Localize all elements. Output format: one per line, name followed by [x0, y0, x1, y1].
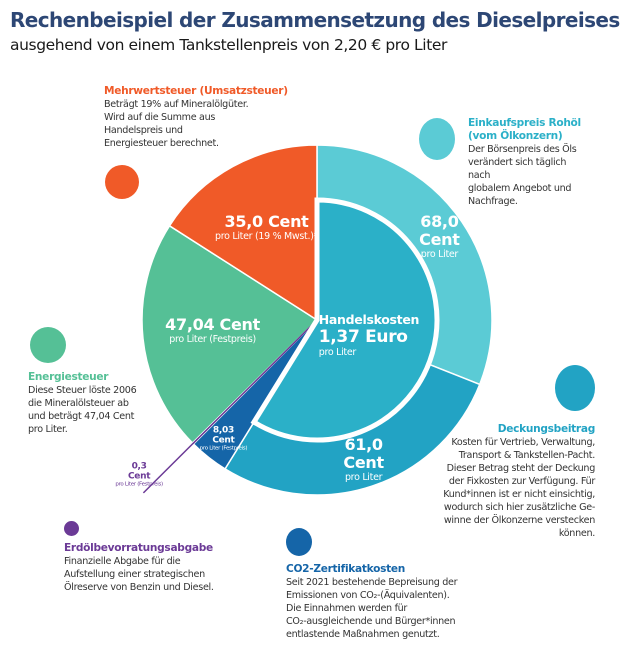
unit-label: pro Liter (Festpreis) — [199, 445, 248, 452]
inner-label: Handelskosten 1,37 Euro pro Liter — [318, 311, 420, 358]
legend-deckung: Deckungsbeitrag Kosten für Vertrieb, Ver… — [440, 423, 595, 540]
leader-line-erdoel — [142, 319, 318, 494]
legend-description: Diese Steuer löste 2006 die Mineralölste… — [28, 385, 137, 435]
legend-title: Erdölbevorratungsabgabe — [64, 542, 213, 554]
legend-title: CO2-Zertifikatkosten — [286, 563, 405, 575]
unit-label: pro Liter (Festpreis) — [115, 481, 163, 488]
slice-label-co2: 8,03 Cent pro Liter (Festpreis) — [200, 425, 248, 452]
legend-erdoel: Erdölbevorratungsabgabe Finanzielle Abga… — [64, 542, 244, 594]
pie-slice-energie — [141, 224, 319, 445]
inner-value-label: 1,37 Euro — [318, 326, 408, 347]
legend-rohoel: Einkaufspreis Rohöl (vom Ölkonzern) Der … — [468, 117, 588, 208]
unit-label: pro Liter — [344, 472, 383, 484]
legend-dot-co2 — [286, 528, 312, 556]
value-label: 0,3 Cent — [127, 461, 151, 482]
legend-dot-mwst — [105, 165, 139, 199]
value-label: 8,03 Cent — [212, 425, 235, 446]
slice-label-mwst: 35,0 Cent pro Liter (19 % Mwst.)* — [214, 211, 319, 243]
legend-title: Energiesteuer — [28, 371, 109, 383]
slice-label-energie: 47,04 Cent pro Liter (Festpreis) — [165, 316, 260, 346]
legend-description: Finanzielle Abgabe für die Aufstellung e… — [64, 556, 214, 593]
value-label: 68,0 Cent — [419, 211, 460, 249]
legend-dot-erdoel — [64, 521, 79, 536]
legend-title: Einkaufspreis Rohöl (vom Ölkonzern) — [468, 117, 581, 142]
legend-title: Mehrwertsteuer (Umsatzsteuer) — [104, 85, 288, 97]
value-label: 61,0 Cent — [343, 435, 384, 473]
legend-description: Seit 2021 bestehende Bepreisung der Emis… — [286, 577, 458, 640]
pie-slice-mwst — [168, 144, 318, 322]
legend-title: Deckungsbeitrag — [497, 423, 596, 435]
pie-slice-co2 — [192, 319, 318, 470]
inner-sub: pro Liter — [318, 346, 357, 358]
value-label: 47,04 Cent — [165, 315, 260, 335]
unit-label: pro Liter — [420, 248, 459, 260]
legend-mwst: Mehrwertsteuer (Umsatzsteuer) Beträgt 19… — [104, 85, 304, 150]
page-subtitle: ausgehend von einem Tankstellenpreis von… — [10, 36, 447, 54]
legend-dot-deckung — [555, 365, 595, 411]
legend-dot-rohoel — [419, 118, 455, 160]
slice-label-rohoel: 68,0 Cent pro Liter — [419, 211, 460, 261]
unit-label: pro Liter (19 % Mwst.)* — [214, 230, 319, 242]
legend-description: Kosten für Vertrieb, Verwaltung, Transpo… — [443, 437, 595, 539]
legend-description: Beträgt 19% auf Mineralölgüter. Wird auf… — [104, 99, 249, 149]
legend-description: Der Börsenpreis des Öls verändert sich t… — [468, 144, 577, 207]
legend-co2: CO2-Zertifikatkosten Seit 2021 bestehend… — [286, 563, 486, 641]
slice-label-deckung: 61,0 Cent pro Liter — [343, 435, 384, 484]
legend-energie: Energiesteuer Diese Steuer löste 2006 di… — [28, 371, 143, 436]
page-title: Rechenbeispiel der Zusammensetzung des D… — [10, 8, 620, 32]
inner-title: Handelskosten — [318, 311, 420, 327]
legend-dot-energie — [30, 327, 66, 363]
slice-label-erdoel: 0,3 Cent pro Liter (Festpreis) — [115, 462, 163, 489]
value-label: 35,0 Cent — [224, 211, 309, 231]
inner-handelskosten — [250, 197, 440, 443]
unit-label: pro Liter (Festpreis) — [169, 334, 256, 346]
